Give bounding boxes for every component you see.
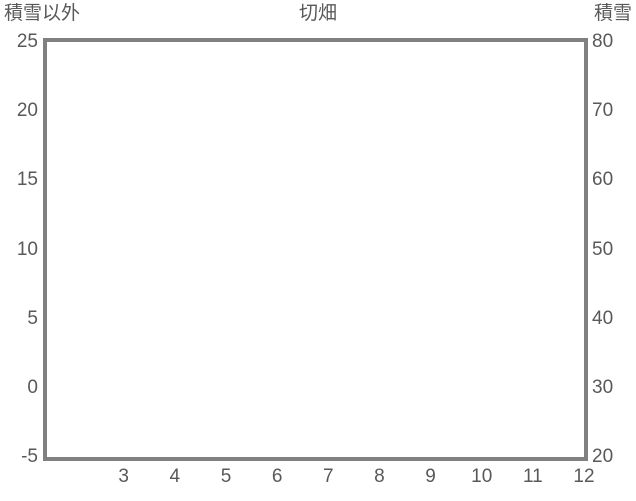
right-axis-tick-label: 20 — [592, 446, 614, 467]
left-axis-tick-label: 10 — [16, 238, 38, 260]
x-axis-tick-label: 7 — [322, 466, 334, 487]
left-axis-tick-label: 0 — [27, 376, 38, 398]
right-axis-tick-label: 60 — [592, 169, 614, 191]
x-axis-tick-label: 8 — [374, 466, 385, 487]
x-axis-tick-label: 4 — [169, 466, 181, 487]
x-axis-tick-label: 12 — [573, 466, 595, 487]
chart-frame — [43, 38, 588, 461]
x-axis-tick-label: 3 — [118, 466, 129, 487]
x-axis-tick-label: 9 — [425, 466, 436, 487]
x-axis-tick-label: 5 — [220, 466, 232, 487]
right-axis-tick-label: 50 — [592, 238, 614, 260]
left-axis-tick-label: 20 — [16, 100, 38, 122]
chart-plot-area — [43, 38, 588, 461]
right-axis-tick-label: 30 — [592, 376, 614, 398]
left-axis-unit-label: 積雪以外 — [4, 3, 81, 24]
left-axis-tick-label: 25 — [16, 31, 38, 52]
right-axis-tick-label: 40 — [592, 307, 614, 329]
right-axis-unit-label: 積雪 — [593, 3, 632, 24]
x-axis-tick-label: 6 — [271, 466, 283, 487]
left-axis-tick-label: -5 — [21, 446, 38, 467]
right-axis-tick-label: 70 — [592, 100, 614, 122]
left-axis-tick-label: 5 — [27, 307, 38, 329]
page-title: 切畑 — [298, 3, 337, 24]
left-axis-tick-label: 15 — [16, 169, 38, 191]
x-axis-tick-label: 11 — [522, 466, 543, 487]
right-axis-tick-label: 80 — [592, 31, 614, 52]
x-axis-tick-label: 10 — [471, 466, 493, 487]
